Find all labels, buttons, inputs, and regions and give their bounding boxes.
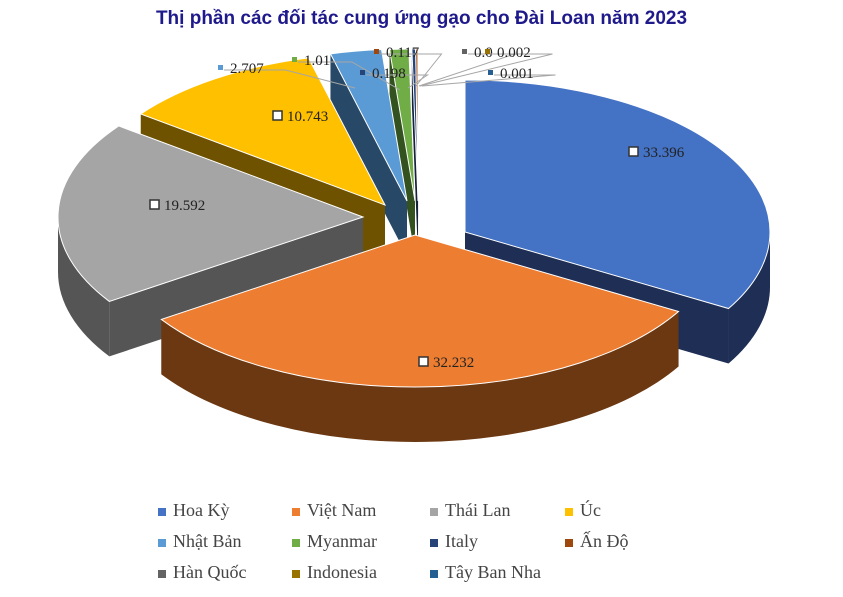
chart-title: Thị phần các đối tác cung ứng gạo cho Đà… bbox=[155, 8, 688, 29]
legend-swatch bbox=[565, 539, 573, 547]
legend-item: Việt Nam bbox=[292, 500, 376, 520]
legend-swatch bbox=[292, 570, 300, 578]
pie-slice bbox=[329, 49, 408, 202]
legend-swatch bbox=[292, 539, 300, 547]
legend-item: Ấn Độ bbox=[565, 530, 629, 551]
legend-item: Thái Lan bbox=[430, 500, 510, 520]
data-label-marker bbox=[488, 70, 493, 75]
data-label: 0.117 bbox=[374, 45, 420, 61]
data-label-text: 19.592 bbox=[164, 198, 205, 214]
legend-item: Hoa Kỳ bbox=[158, 500, 230, 520]
legend-swatch bbox=[430, 508, 438, 516]
data-label-text: 33.396 bbox=[643, 145, 685, 161]
data-label-text: 2.707 bbox=[230, 61, 264, 77]
pie-slice bbox=[57, 125, 365, 302]
legend-label: Tây Ban Nha bbox=[445, 562, 541, 582]
leader-line bbox=[419, 53, 553, 87]
data-label: 10.743 bbox=[272, 109, 328, 125]
leader-line bbox=[224, 69, 356, 89]
legend-swatch bbox=[430, 539, 438, 547]
legend: Hoa Kỳ Việt Nam Thái Lan Úc Nhật Bản Myanmar I… bbox=[158, 499, 629, 582]
leader-line bbox=[421, 74, 556, 87]
data-label-marker bbox=[628, 146, 639, 157]
pie-slice-wall bbox=[728, 232, 770, 364]
pie-slice-cut-face bbox=[330, 53, 407, 257]
legend-label: Myanmar bbox=[307, 531, 377, 551]
legend-item: Indonesia bbox=[292, 562, 377, 582]
legend-item: Tây Ban Nha bbox=[430, 562, 541, 582]
data-label-text: 10.743 bbox=[287, 109, 328, 125]
legend-item: Hàn Quốc bbox=[158, 562, 246, 582]
legend-label: Ấn Độ bbox=[580, 530, 629, 551]
legend-label: Hoa Kỳ bbox=[173, 500, 230, 520]
data-label-marker bbox=[374, 49, 379, 54]
pie-tops bbox=[57, 48, 771, 388]
leader-line bbox=[366, 74, 430, 89]
legend-swatch bbox=[430, 570, 438, 578]
data-label-text: 0.001 bbox=[500, 66, 534, 82]
legend-label: Italy bbox=[445, 531, 478, 551]
data-label-text: 1.01 bbox=[304, 53, 330, 69]
data-label-text: 0.198 bbox=[372, 66, 406, 82]
legend-swatch bbox=[158, 570, 166, 578]
legend-swatch bbox=[565, 508, 573, 516]
legend-item: Úc bbox=[565, 499, 601, 520]
data-label: 2.707 bbox=[218, 61, 264, 77]
legend-swatch bbox=[292, 508, 300, 516]
data-label-text: 0.002 bbox=[497, 45, 531, 61]
legend-label: Úc bbox=[580, 499, 601, 520]
legend-label: Thái Lan bbox=[445, 500, 510, 520]
data-label: 32.232 bbox=[418, 355, 474, 371]
data-label-text: 32.232 bbox=[433, 355, 474, 371]
pie-slice-cut-face bbox=[389, 49, 415, 256]
legend-swatch bbox=[158, 508, 166, 516]
data-label-marker bbox=[485, 49, 490, 54]
data-label: 0.198 bbox=[360, 66, 406, 82]
data-label: 1.01 bbox=[292, 53, 330, 69]
data-label-marker bbox=[360, 70, 365, 75]
data-label-marker bbox=[418, 356, 429, 367]
legend-label: Hàn Quốc bbox=[173, 562, 246, 582]
pie-labels: 33.396 32.232 19.592 10.743 2.707 1.01 0.198 0.… bbox=[149, 45, 685, 371]
legend-item: Italy bbox=[430, 531, 478, 551]
data-label-marker bbox=[218, 65, 223, 70]
legend-item: Nhật Bản bbox=[158, 531, 241, 551]
data-label-marker bbox=[292, 57, 297, 62]
pie-slice-wall bbox=[58, 217, 110, 357]
legend-label: Nhật Bản bbox=[173, 531, 241, 551]
data-label: 33.396 bbox=[628, 145, 685, 161]
data-label: 0.002 bbox=[485, 45, 531, 61]
legend-label: Việt Nam bbox=[307, 500, 376, 520]
data-label-marker bbox=[272, 110, 283, 121]
pie-slice bbox=[415, 48, 419, 202]
data-label-marker bbox=[462, 49, 467, 54]
legend-item: Myanmar bbox=[292, 531, 377, 551]
leader-line bbox=[298, 61, 401, 91]
data-label: 0.001 bbox=[488, 66, 534, 82]
legend-swatch bbox=[158, 539, 166, 547]
pie-slice-wall bbox=[161, 311, 679, 443]
pie-slice-cut-face bbox=[411, 49, 418, 256]
leader-line bbox=[380, 53, 443, 87]
pie-slice bbox=[464, 79, 771, 310]
data-label: 19.592 bbox=[149, 198, 205, 214]
data-label-marker bbox=[149, 199, 160, 210]
pie-slice bbox=[160, 234, 680, 388]
legend-label: Indonesia bbox=[307, 562, 377, 582]
data-label-text: 0.117 bbox=[386, 45, 420, 61]
